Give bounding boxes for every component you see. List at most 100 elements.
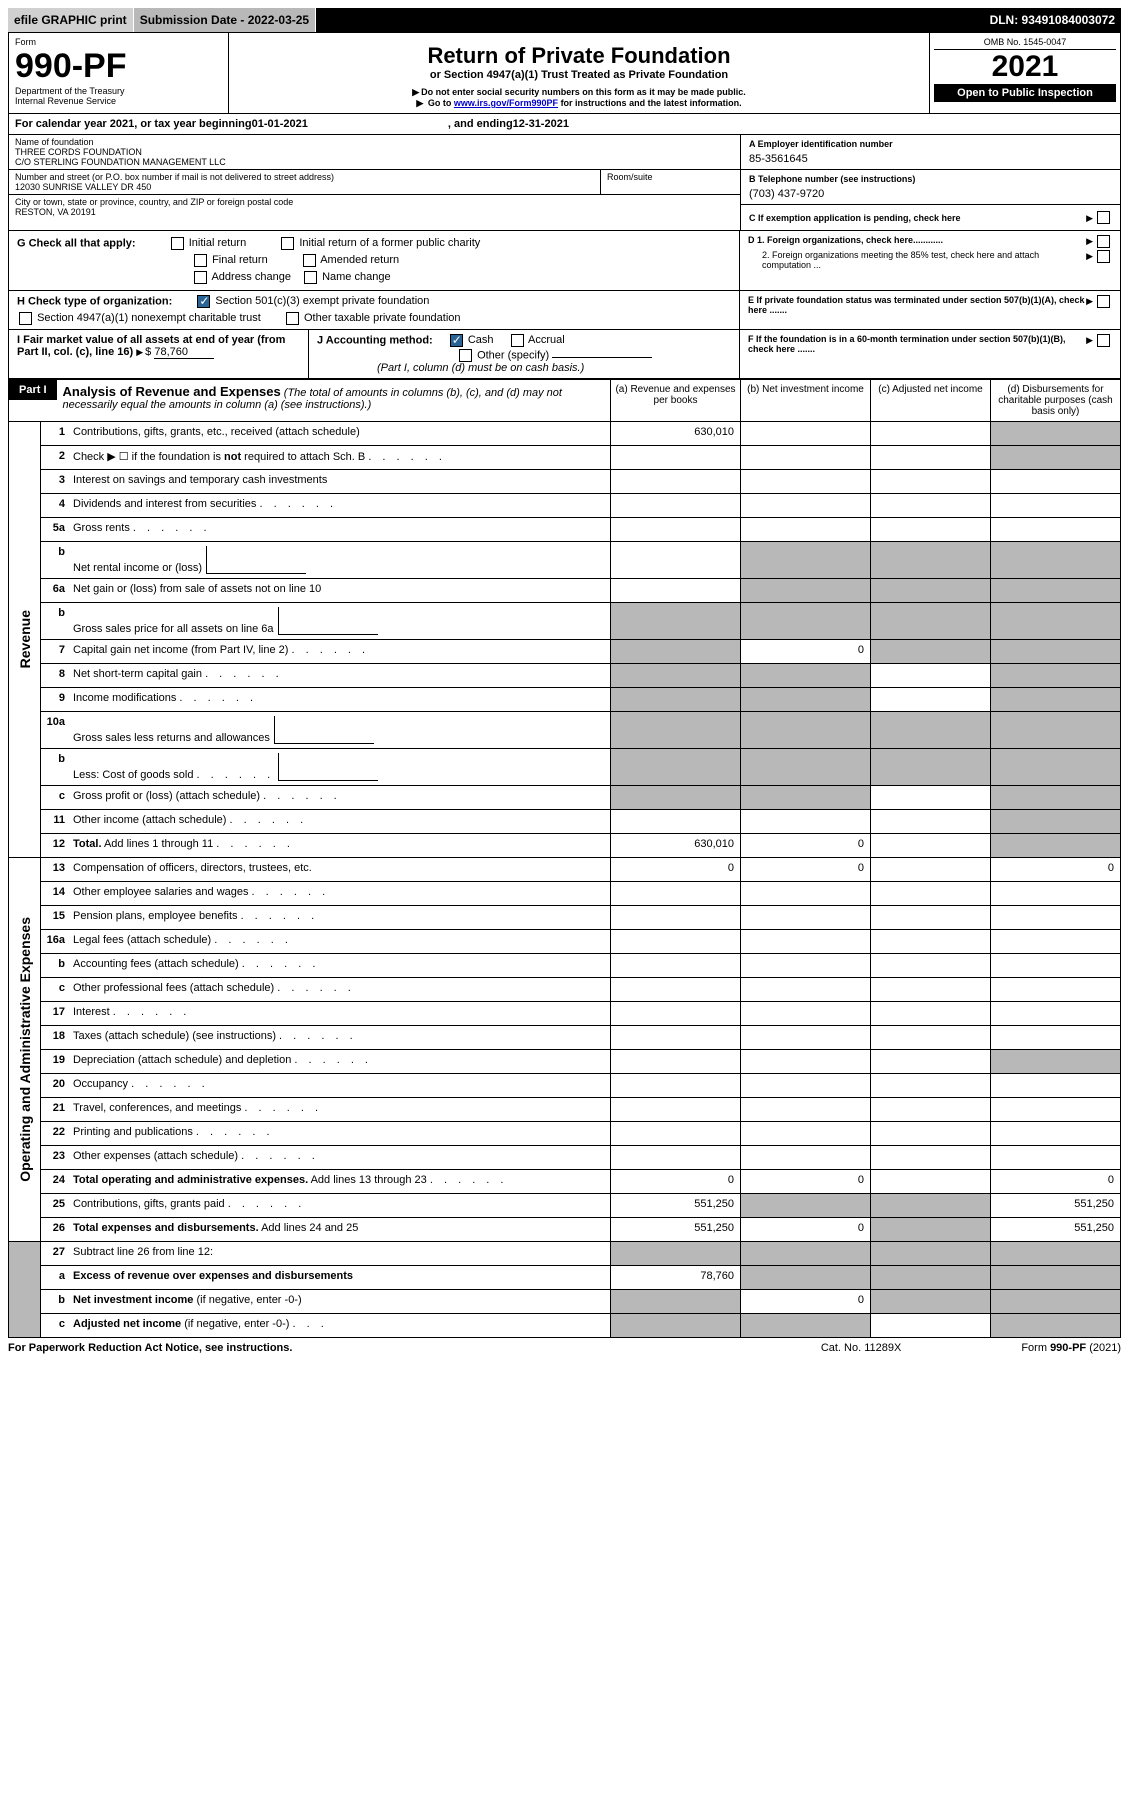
- col-b-head: (b) Net investment income: [740, 380, 870, 421]
- d1-checkbox[interactable]: [1097, 235, 1110, 248]
- table-row: 3Interest on savings and temporary cash …: [40, 470, 1121, 494]
- table-row: 7Capital gain net income (from Part IV, …: [40, 640, 1121, 664]
- addr-label: Number and street (or P.O. box number if…: [15, 172, 594, 182]
- form-subtitle: or Section 4947(a)(1) Trust Treated as P…: [237, 69, 921, 81]
- col-a-head: (a) Revenue and expenses per books: [610, 380, 740, 421]
- room-label: Room/suite: [607, 172, 734, 182]
- city: RESTON, VA 20191: [15, 207, 734, 217]
- table-row: 19Depreciation (attach schedule) and dep…: [40, 1050, 1121, 1074]
- col-d-head: (d) Disbursements for charitable purpose…: [990, 380, 1120, 421]
- table-row: 26Total expenses and disbursements. Add …: [40, 1218, 1121, 1242]
- ij-block: I Fair market value of all assets at end…: [8, 330, 1121, 379]
- form-header: Form 990-PF Department of the Treasury I…: [8, 32, 1121, 114]
- topbar: efile GRAPHIC print Submission Date - 20…: [8, 8, 1121, 32]
- dln: DLN: 93491084003072: [984, 8, 1121, 32]
- table-row: 12Total. Add lines 1 through 11 . . . . …: [40, 834, 1121, 858]
- revenue-section: Revenue1Contributions, gifts, grants, et…: [8, 422, 1121, 858]
- part1-label: Part I: [9, 380, 57, 400]
- form-title: Return of Private Foundation: [237, 43, 921, 69]
- table-row: 6aNet gain or (loss) from sale of assets…: [40, 579, 1121, 603]
- note-ssn: Do not enter social security numbers on …: [237, 87, 921, 98]
- arrow-icon: [1086, 334, 1095, 354]
- ein-label: A Employer identification number: [749, 139, 1112, 149]
- calendar-year-row: For calendar year 2021, or tax year begi…: [8, 114, 1121, 135]
- omb: OMB No. 1545-0047: [934, 37, 1116, 50]
- footer-left: For Paperwork Reduction Act Notice, see …: [8, 1342, 821, 1354]
- note-goto: Go to www.irs.gov/Form990PF for instruct…: [237, 98, 921, 109]
- part1-header: Part I Analysis of Revenue and Expenses …: [8, 379, 1121, 422]
- arrow-icon: [136, 346, 145, 358]
- h-501c3-checkbox[interactable]: [197, 295, 210, 308]
- table-row: 13Compensation of officers, directors, t…: [40, 858, 1121, 882]
- table-row: cAdjusted net income (if negative, enter…: [40, 1314, 1121, 1338]
- g-address-checkbox[interactable]: [194, 271, 207, 284]
- arrow-icon: [1086, 250, 1095, 270]
- e-checkbox[interactable]: [1097, 295, 1110, 308]
- table-row: 23Other expenses (attach schedule) . . .…: [40, 1146, 1121, 1170]
- phone: (703) 437-9720: [749, 188, 1112, 200]
- h-other-checkbox[interactable]: [286, 312, 299, 325]
- table-row: bNet investment income (if negative, ent…: [40, 1290, 1121, 1314]
- checks-block: G Check all that apply: Initial return I…: [8, 231, 1121, 291]
- bottom-section: 27Subtract line 26 from line 12:aExcess …: [8, 1242, 1121, 1338]
- table-row: 27Subtract line 26 from line 12:: [40, 1242, 1121, 1266]
- identity-block: Name of foundation THREE CORDS FOUNDATIO…: [8, 135, 1121, 231]
- table-row: aExcess of revenue over expenses and dis…: [40, 1266, 1121, 1290]
- arrow-icon: [1086, 295, 1095, 315]
- form-label: Form: [15, 37, 222, 47]
- addr: 12030 SUNRISE VALLEY DR 450: [15, 182, 594, 192]
- table-row: 9Income modifications . . . . . .: [40, 688, 1121, 712]
- efile-label: efile GRAPHIC print: [8, 8, 134, 32]
- phone-label: B Telephone number (see instructions): [749, 174, 1112, 184]
- table-row: 16aLegal fees (attach schedule) . . . . …: [40, 930, 1121, 954]
- footer-mid: Cat. No. 11289X: [821, 1342, 902, 1354]
- expense-section: Operating and Administrative Expenses13C…: [8, 858, 1121, 1242]
- tax-year: 2021: [934, 50, 1116, 84]
- c-label: C If exemption application is pending, c…: [749, 213, 1086, 223]
- table-row: 10aGross sales less returns and allowanc…: [40, 712, 1121, 749]
- form-link[interactable]: www.irs.gov/Form990PF: [454, 98, 558, 108]
- form-number: 990-PF: [15, 47, 222, 86]
- table-row: 2Check ▶ ☐ if the foundation is not requ…: [40, 446, 1121, 470]
- j-other-checkbox[interactable]: [459, 349, 472, 362]
- table-row: 22Printing and publications . . . . . .: [40, 1122, 1121, 1146]
- city-label: City or town, state or province, country…: [15, 197, 734, 207]
- table-row: 18Taxes (attach schedule) (see instructi…: [40, 1026, 1121, 1050]
- j-accrual-checkbox[interactable]: [511, 334, 524, 347]
- g-row: G Check all that apply: Initial return I…: [17, 237, 731, 250]
- table-row: 8Net short-term capital gain . . . . . .: [40, 664, 1121, 688]
- d2-checkbox[interactable]: [1097, 250, 1110, 263]
- table-row: 11Other income (attach schedule) . . . .…: [40, 810, 1121, 834]
- table-row: 21Travel, conferences, and meetings . . …: [40, 1098, 1121, 1122]
- h-4947-checkbox[interactable]: [19, 312, 32, 325]
- form-page: efile GRAPHIC print Submission Date - 20…: [0, 0, 1129, 1366]
- arrow-icon: [1086, 212, 1095, 224]
- irs: Internal Revenue Service: [15, 96, 222, 106]
- table-row: 25Contributions, gifts, grants paid . . …: [40, 1194, 1121, 1218]
- name-label: Name of foundation: [15, 137, 734, 147]
- footer: For Paperwork Reduction Act Notice, see …: [8, 1338, 1121, 1358]
- g-initial-checkbox[interactable]: [171, 237, 184, 250]
- g-final-checkbox[interactable]: [194, 254, 207, 267]
- fmv-value: 78,760: [154, 346, 214, 359]
- arrow-icon: [416, 98, 425, 108]
- j-cash-checkbox[interactable]: [450, 334, 463, 347]
- foundation-name2: C/O STERLING FOUNDATION MANAGEMENT LLC: [15, 157, 734, 167]
- ein: 85-3561645: [749, 153, 1112, 165]
- table-row: bNet rental income or (loss): [40, 542, 1121, 579]
- g-name-checkbox[interactable]: [304, 271, 317, 284]
- table-row: 4Dividends and interest from securities …: [40, 494, 1121, 518]
- c-checkbox[interactable]: [1097, 211, 1110, 224]
- dept: Department of the Treasury: [15, 86, 222, 96]
- table-row: 1Contributions, gifts, grants, etc., rec…: [40, 422, 1121, 446]
- table-row: cOther professional fees (attach schedul…: [40, 978, 1121, 1002]
- table-row: cGross profit or (loss) (attach schedule…: [40, 786, 1121, 810]
- arrow-icon: [1086, 235, 1095, 248]
- g-amended-checkbox[interactable]: [303, 254, 316, 267]
- table-row: 24Total operating and administrative exp…: [40, 1170, 1121, 1194]
- g-initial-former-checkbox[interactable]: [281, 237, 294, 250]
- f-checkbox[interactable]: [1097, 334, 1110, 347]
- table-row: bGross sales price for all assets on lin…: [40, 603, 1121, 640]
- table-row: 14Other employee salaries and wages . . …: [40, 882, 1121, 906]
- table-row: 5aGross rents . . . . . .: [40, 518, 1121, 542]
